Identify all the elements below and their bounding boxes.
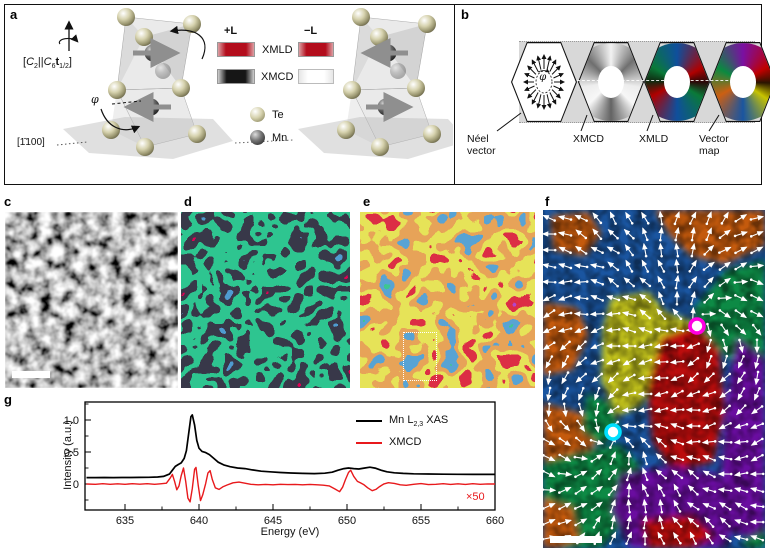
legend-line-xmcd <box>356 442 382 444</box>
spectrum-plot: 635 640 645 650 655 660 0 0.5 1.0 <box>64 401 504 527</box>
vector-map-label: Vector map <box>699 133 729 157</box>
svg-text:0.5: 0.5 <box>64 447 79 459</box>
vortex-marker-cyan <box>604 423 622 441</box>
rotation-arrow <box>169 25 206 60</box>
te-atom-icon <box>250 107 265 122</box>
scale-bar-f <box>550 536 602 543</box>
vector-map-hexagon <box>710 42 770 122</box>
svg-text:645: 645 <box>264 515 282 527</box>
zoom-region-rect <box>403 332 437 381</box>
y-axis-title: Intensity (a.u.) <box>62 420 74 490</box>
panel-g-label: g <box>4 392 12 407</box>
svg-text:655: 655 <box>412 515 430 527</box>
mn-atom-icon <box>250 130 265 145</box>
plus-L-label: +L <box>224 25 238 37</box>
phi-label-b: φ <box>539 72 547 84</box>
wheel-hole <box>664 66 691 99</box>
vector-field-arrows <box>543 210 765 546</box>
svg-text:640: 640 <box>190 515 208 527</box>
neel-vector-label: Néel vector <box>467 133 496 157</box>
legend-label-xas: Mn L2,3 XAS <box>389 414 449 429</box>
panel-d-label: d <box>184 194 192 209</box>
panel-e-image <box>360 212 535 388</box>
legend-label-xmcd: XMCD <box>389 436 422 448</box>
neel-vector-arrows <box>523 54 566 111</box>
xmld-label: XMLD <box>262 44 293 56</box>
xmld-hex-label: XMLD <box>639 133 669 145</box>
panel-f-vector-map <box>543 210 765 548</box>
panel-a-box: a [C2||C6t1/2] φ [1̄100] +L −L XMLD XMCD… <box>4 4 455 185</box>
crystal-structure-right <box>298 8 453 159</box>
panel-f-label: f <box>545 194 550 209</box>
xmld-hexagon <box>644 42 710 122</box>
crystal-structure-left <box>63 8 233 159</box>
minus-L-label: −L <box>304 25 318 37</box>
panel-c-label: c <box>4 194 12 209</box>
panel-d-image <box>181 212 350 388</box>
wheel-hole <box>730 66 757 99</box>
texture-overlay <box>543 210 765 548</box>
scale-bar-c <box>12 371 50 378</box>
svg-text:650: 650 <box>338 515 356 527</box>
xmcd-hex-label: XMCD <box>573 133 604 145</box>
x-axis-title: Energy (eV) <box>260 526 320 538</box>
phi-label: φ <box>91 93 99 106</box>
xmld-plusL-swatch <box>217 42 255 57</box>
panel-b-box: b φ Néel vector XMCD XMLD Vector map <box>454 4 770 185</box>
vector-map-image <box>543 210 765 548</box>
series-xas <box>86 414 495 479</box>
vortex-marker-magenta <box>688 317 706 335</box>
plate-connector <box>234 139 294 144</box>
phi-leader <box>111 100 142 105</box>
symmetry-operation-label: [C2||C6t1/2] <box>23 56 72 71</box>
band-centerline <box>577 80 753 81</box>
xmcd-minusL-swatch <box>298 69 334 84</box>
neel-vector-hexagon: φ <box>511 42 577 122</box>
multiplier-note: ×50 <box>466 491 485 503</box>
series-xmcd <box>86 466 496 503</box>
xmcd-label: XMCD <box>261 71 294 83</box>
panel-a-label: a <box>10 7 18 22</box>
panel-b-label: b <box>461 7 469 22</box>
xmcd-hexagon <box>578 42 644 122</box>
svg-text:635: 635 <box>116 515 134 527</box>
rotation-axis-icon <box>58 20 79 51</box>
svg-text:660: 660 <box>486 515 504 527</box>
panel-c-image <box>5 212 178 388</box>
svg-text:1.0: 1.0 <box>64 415 79 427</box>
mn-label: Mn <box>272 132 288 144</box>
te-label: Te <box>272 109 284 121</box>
panel-e-label: e <box>363 194 371 209</box>
xmcd-plusL-swatch <box>217 69 255 84</box>
panel-b-leaders <box>496 112 720 132</box>
miller-index-label: [1̄100] <box>17 137 45 148</box>
phi-arc-arrow <box>100 108 141 134</box>
xmld-minusL-swatch <box>298 42 334 57</box>
svg-text:0: 0 <box>73 479 79 491</box>
legend-line-xas <box>356 420 382 422</box>
crystal-structure-drawing <box>56 8 453 159</box>
miller-leader <box>56 141 88 146</box>
wheel-hole <box>598 66 625 99</box>
